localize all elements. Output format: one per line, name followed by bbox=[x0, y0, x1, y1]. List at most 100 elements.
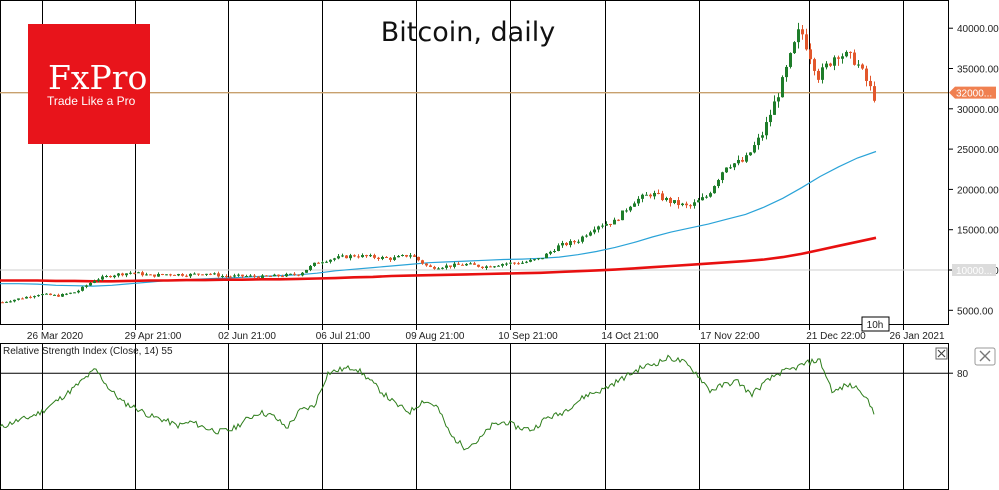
candle-body bbox=[477, 264, 480, 267]
candle-body bbox=[473, 263, 476, 265]
candle-body bbox=[9, 301, 12, 303]
x-tick-label: 29 Apr 21:00 bbox=[125, 331, 182, 342]
candle-body bbox=[525, 261, 528, 263]
candle-body bbox=[817, 70, 820, 80]
logo-tagline: Trade Like a Pro bbox=[47, 94, 136, 108]
candle-body bbox=[717, 180, 720, 187]
rsi-close-button[interactable] bbox=[935, 347, 948, 360]
rsi-panel-close-button[interactable] bbox=[974, 347, 996, 366]
candle-body bbox=[677, 200, 680, 206]
candle-body bbox=[581, 236, 584, 242]
candle-body bbox=[597, 226, 600, 230]
time-axis: 26 Mar 2020 29 Apr 21:00 02 Jun 21:00 06 Ju… bbox=[27, 316, 945, 342]
candle-body bbox=[365, 255, 368, 257]
candle-body bbox=[45, 293, 48, 295]
candle-body bbox=[561, 242, 564, 246]
candle-body bbox=[501, 264, 504, 266]
candle-body bbox=[41, 294, 44, 296]
candle-body bbox=[573, 241, 576, 243]
candle-body bbox=[421, 260, 424, 264]
candle-body bbox=[77, 290, 80, 293]
candle-body bbox=[641, 194, 644, 199]
candle-body bbox=[481, 266, 484, 268]
close-icon[interactable] bbox=[979, 350, 991, 362]
price-tag bbox=[949, 86, 996, 99]
x-tick-label: 26 Jan 2021 bbox=[889, 331, 944, 342]
time-tag bbox=[861, 316, 890, 332]
candle-body bbox=[689, 205, 692, 207]
candle-body bbox=[445, 265, 448, 268]
candle-body bbox=[797, 29, 800, 43]
candle-body bbox=[605, 223, 608, 226]
rsi-title: Relative Strength Index (Close, 14) 55 bbox=[3, 346, 173, 357]
y-tick-label: 5000.00 bbox=[957, 306, 994, 317]
candle-body bbox=[409, 255, 412, 257]
candle-body bbox=[129, 272, 132, 274]
candle-body bbox=[117, 273, 120, 276]
candle-body bbox=[841, 56, 844, 59]
candle-body bbox=[537, 258, 540, 260]
candle-body bbox=[761, 135, 764, 138]
candle-body bbox=[737, 159, 740, 164]
candle-body bbox=[201, 274, 204, 276]
candle-body bbox=[861, 64, 864, 69]
candle-body bbox=[741, 159, 744, 162]
candle-body bbox=[461, 264, 464, 266]
candle-body bbox=[733, 163, 736, 168]
price-axis: 5000.0010000.0015000.0020000.0025000.003… bbox=[948, 24, 999, 317]
price-panel-border bbox=[0, 0, 949, 325]
candle-body bbox=[749, 152, 752, 156]
candle-body bbox=[637, 198, 640, 204]
candle-body bbox=[361, 255, 364, 258]
candle-body bbox=[437, 268, 440, 270]
x-tick-label: 10 Sep 21:00 bbox=[498, 331, 558, 342]
candle-body bbox=[33, 296, 36, 298]
candle-body bbox=[289, 273, 292, 275]
candle-body bbox=[173, 274, 176, 276]
x-tick-label: 02 Jun 21:00 bbox=[218, 331, 276, 342]
candle-body bbox=[729, 167, 732, 169]
candle-body bbox=[389, 257, 392, 260]
candle-body bbox=[485, 266, 488, 268]
candle-body bbox=[829, 63, 832, 66]
logo-brand: FxPro bbox=[48, 58, 147, 97]
candle-body bbox=[69, 292, 72, 294]
chart-title: Bitcoin, daily bbox=[381, 17, 555, 48]
candle-body bbox=[645, 194, 648, 196]
candle-body bbox=[113, 275, 116, 278]
candle-body bbox=[777, 97, 780, 102]
candle-body bbox=[185, 275, 188, 277]
candle-body bbox=[781, 77, 784, 98]
x-tick-label: 09 Aug 21:00 bbox=[406, 331, 465, 342]
candle-body bbox=[341, 255, 344, 257]
candle-body bbox=[633, 203, 636, 207]
candle-body bbox=[317, 262, 320, 264]
candle-body bbox=[161, 273, 164, 275]
candle-body bbox=[269, 276, 272, 278]
candle-body bbox=[457, 263, 460, 265]
candle-body bbox=[309, 265, 312, 270]
candle-body bbox=[509, 262, 512, 264]
candle-body bbox=[617, 219, 620, 221]
fast-moving-average bbox=[0, 150, 877, 287]
candle-body bbox=[793, 42, 796, 54]
candle-body bbox=[541, 258, 544, 260]
candle-body bbox=[93, 280, 96, 283]
candle-body bbox=[789, 53, 792, 67]
candle-body bbox=[713, 186, 716, 194]
candle-body bbox=[121, 273, 124, 276]
candle-body bbox=[177, 274, 180, 276]
candle-body bbox=[29, 296, 32, 298]
candle-body bbox=[589, 232, 592, 236]
candle-body bbox=[333, 258, 336, 260]
candle-body bbox=[37, 295, 40, 297]
candle-body bbox=[873, 86, 876, 101]
x-tick-label: 17 Nov 22:00 bbox=[700, 331, 760, 342]
candle-body bbox=[325, 261, 328, 263]
close-icon[interactable] bbox=[937, 349, 946, 358]
candle-body bbox=[373, 255, 376, 258]
candle-body bbox=[209, 273, 212, 275]
candle-body bbox=[497, 265, 500, 267]
candle-body bbox=[549, 251, 552, 254]
